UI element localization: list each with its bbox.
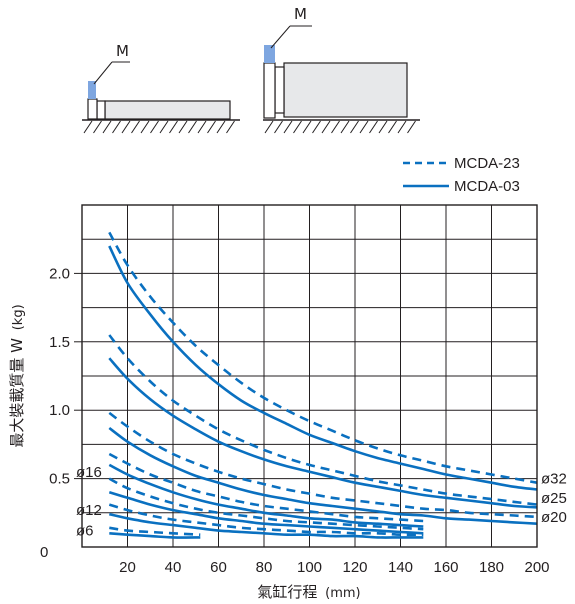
hatch-stroke	[178, 120, 188, 134]
horizontal-mass-label: M	[116, 42, 129, 60]
bore-label: ø20	[541, 509, 567, 526]
hatch-stroke	[188, 120, 197, 134]
horizontal-cylinder-endcap	[96, 100, 106, 120]
bore-labels: ø32 ø25 ø20 ø16 ø12 ø6	[76, 464, 567, 540]
y-tick-label: 1.0	[49, 402, 70, 419]
vertical-load-mass	[264, 45, 275, 63]
hatch-stroke	[274, 120, 283, 134]
hatch-stroke	[264, 120, 274, 134]
plot-series	[108, 231, 538, 539]
series-line-dashed-7	[108, 452, 424, 523]
x-tick-label: 180	[479, 559, 504, 576]
horizontal-ground-hatching	[83, 120, 235, 134]
x-tick-label: 200	[524, 559, 549, 576]
hatch-stroke	[197, 120, 207, 134]
legend-label-dashed: MCDA-23	[454, 155, 520, 172]
y-axis-title-unit: (kg)	[11, 304, 26, 330]
series-line-dashed-11	[108, 503, 424, 537]
hatch-stroke	[140, 120, 150, 134]
hatch-stroke	[397, 120, 407, 134]
hatch-stroke	[283, 120, 293, 134]
x-axis-ticks: 20 40 60 80 100 120 140 160 180 200	[119, 559, 549, 576]
hatch-stroke	[359, 120, 369, 134]
horizontal-mass-leader	[93, 61, 113, 85]
hatch-stroke	[226, 120, 235, 134]
vertical-cylinder-endcap	[274, 66, 285, 114]
plot-frame	[81, 204, 538, 548]
hatch-stroke	[216, 120, 226, 134]
hatch-stroke	[331, 120, 340, 134]
hatch-stroke	[93, 120, 102, 134]
x-tick-label: 100	[297, 559, 322, 576]
bore-label: ø6	[76, 523, 94, 540]
y-tick-label-zero: 0	[40, 544, 48, 561]
chart-legend: MCDA-23 MCDA-03	[403, 155, 520, 195]
hatch-stroke	[112, 120, 121, 134]
x-tick-label: 60	[210, 559, 227, 576]
bore-label: ø16	[76, 464, 102, 481]
hatch-stroke	[350, 120, 359, 134]
x-tick-label: 120	[342, 559, 367, 576]
hatch-stroke	[407, 120, 416, 134]
horizontal-cylinder-bracket	[87, 98, 98, 120]
series-line-dashed-5	[108, 411, 538, 519]
series-line-dashed-3	[108, 334, 538, 506]
hatch-stroke	[388, 120, 397, 134]
hatch-stroke	[340, 120, 350, 134]
y-tick-label: 2.0	[49, 265, 70, 282]
series-line-solid-8	[108, 491, 424, 535]
x-tick-label: 160	[433, 559, 458, 576]
mounting-diagram-vertical: M	[263, 5, 420, 134]
vertical-ground-hatching	[264, 120, 416, 134]
hatch-stroke	[169, 120, 178, 134]
series-line-solid-4	[108, 426, 538, 525]
x-tick-label: 20	[119, 559, 136, 576]
hatch-stroke	[378, 120, 388, 134]
series-line-solid-0	[108, 245, 538, 491]
vertical-mass-label: M	[294, 5, 307, 23]
x-tick-label: 40	[165, 559, 182, 576]
series-line-solid-2	[108, 357, 538, 509]
series-line-solid-12	[109, 532, 201, 539]
x-axis-title-unit: (mm)	[325, 586, 360, 601]
hatch-stroke	[207, 120, 216, 134]
y-tick-label: 0.5	[49, 471, 70, 488]
y-axis-ticks: 0.5 1.0 1.5 2.0	[49, 265, 82, 488]
series-line-dashed-1	[108, 231, 538, 484]
horizontal-cylinder-body	[104, 100, 231, 120]
y-axis-title: 最大裝載質量 W (kg)	[8, 304, 26, 447]
series-line-solid-10	[109, 512, 424, 539]
x-tick-label: 80	[256, 559, 273, 576]
y-tick-label: 1.5	[49, 334, 70, 351]
y-axis-title-text: 最大裝載質量 W (kg)	[8, 304, 26, 447]
hatch-stroke	[83, 120, 93, 134]
bore-label: ø32	[541, 471, 567, 488]
vertical-cylinder-body	[283, 62, 408, 118]
series-line-solid-6	[108, 463, 424, 528]
hatch-stroke	[312, 120, 321, 134]
hatch-stroke	[102, 120, 112, 134]
y-axis-title-main: 最大裝載質量 W	[8, 338, 26, 448]
vertical-mass-leader	[270, 25, 291, 49]
hatch-stroke	[321, 120, 331, 134]
legend-label-solid: MCDA-03	[454, 178, 520, 195]
hatch-stroke	[293, 120, 302, 134]
hatch-stroke	[131, 120, 140, 134]
x-axis-title-main: 氣缸行程	[257, 583, 317, 601]
x-tick-label: 140	[388, 559, 413, 576]
bore-label: ø12	[76, 502, 102, 519]
hatch-stroke	[302, 120, 312, 134]
hatch-stroke	[121, 120, 131, 134]
bore-label: ø25	[541, 490, 567, 507]
hatch-stroke	[369, 120, 378, 134]
x-axis-title: 氣缸行程 (mm)	[257, 583, 360, 601]
mounting-diagram-horizontal: M	[82, 42, 240, 134]
horizontal-load-mass	[88, 81, 96, 99]
hatch-stroke	[159, 120, 169, 134]
series-line-dashed-9	[108, 477, 424, 531]
hatch-stroke	[150, 120, 159, 134]
vertical-cylinder-bracket	[263, 62, 276, 119]
